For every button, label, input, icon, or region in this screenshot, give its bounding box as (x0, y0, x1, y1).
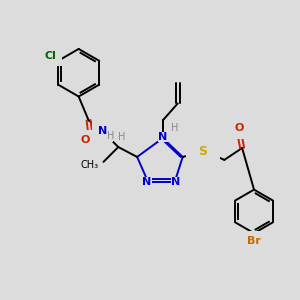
Text: N: N (98, 126, 107, 136)
Text: Br: Br (247, 236, 261, 246)
Text: H: H (118, 132, 125, 142)
Text: Cl: Cl (44, 51, 56, 61)
Text: N: N (158, 132, 167, 142)
Text: CH₃: CH₃ (80, 160, 98, 170)
Text: H: H (107, 131, 114, 141)
Text: O: O (235, 123, 244, 133)
Text: N: N (171, 177, 180, 187)
Text: S: S (198, 146, 207, 158)
Text: N: N (142, 177, 152, 187)
Text: O: O (81, 135, 90, 145)
Text: H: H (171, 123, 178, 133)
